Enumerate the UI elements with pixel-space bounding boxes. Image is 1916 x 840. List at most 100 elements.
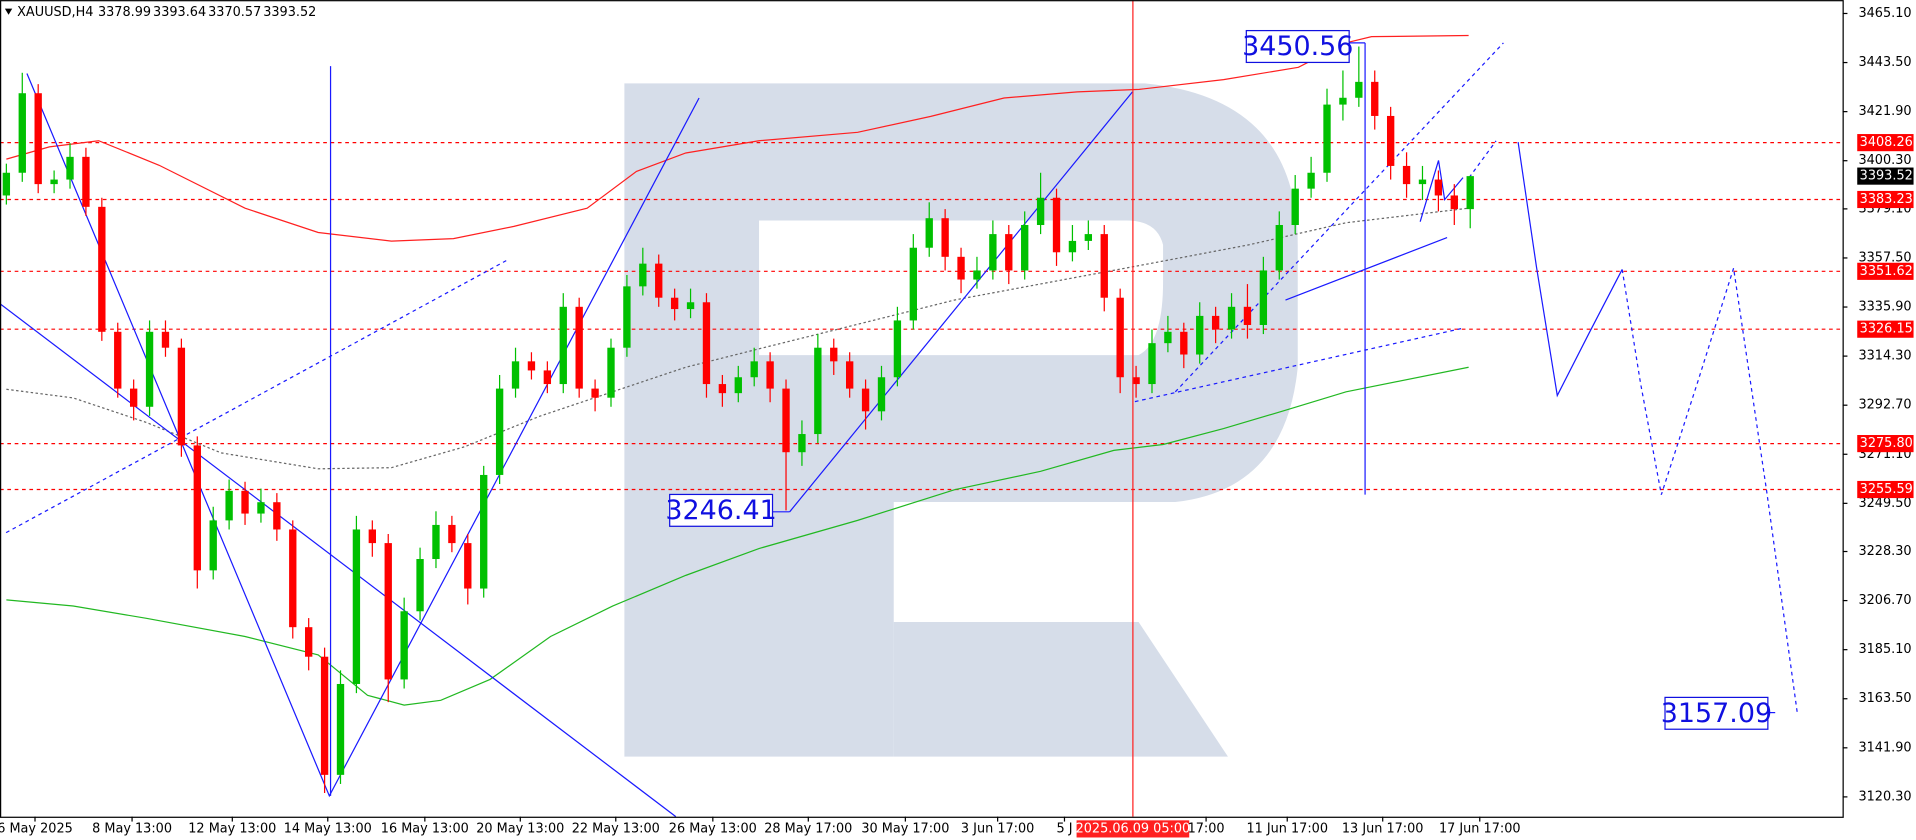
- candles: [2, 46, 1474, 794]
- level-label-bg: [1857, 262, 1914, 280]
- plot-frame: [0, 0, 1844, 818]
- candle-body: [1164, 331, 1172, 344]
- y-tick-label: 3314.30: [1858, 349, 1911, 364]
- candle-body: [830, 347, 838, 362]
- candle-body: [718, 384, 727, 394]
- candle-body: [527, 361, 536, 371]
- level-label: 3326.15: [1860, 322, 1913, 337]
- y-tick-label: 3465.10: [1858, 6, 1911, 21]
- candle-body: [543, 370, 552, 385]
- candle-body: [559, 306, 567, 385]
- x-tick-label: 17 Jun 17:00: [1439, 821, 1521, 836]
- y-tick-label: 3443.50: [1858, 55, 1911, 70]
- candle-body: [495, 388, 504, 475]
- candle-body: [1434, 179, 1443, 196]
- x-tick-label: 22 May 13:00: [572, 821, 660, 836]
- y-tick-label: 3141.90: [1858, 740, 1911, 755]
- candle-body: [941, 218, 949, 257]
- y-tick-label: 3228.30: [1858, 544, 1911, 559]
- candle-body: [1132, 377, 1140, 385]
- x-axis: 6 May 2025 8 May 13:00 12 May 13:00 14 May …: [0, 816, 1521, 838]
- candle-body: [1259, 270, 1268, 325]
- watermark: [624, 83, 1298, 757]
- x-tick-label: 6 May 2025: [0, 821, 73, 836]
- moving-averages: [6, 34, 1469, 706]
- candle-body: [639, 263, 647, 287]
- symbol: XAUUSD,H4: [17, 5, 93, 20]
- candle-body: [1196, 315, 1204, 355]
- candle-body: [734, 377, 742, 394]
- candle-body: [877, 377, 886, 412]
- level-label: 3408.26: [1860, 135, 1913, 150]
- annotation-label: 3450.56: [1242, 31, 1353, 62]
- x-tick-label: 12 May 13:00: [188, 821, 276, 836]
- candle-body: [1371, 81, 1379, 116]
- candle-body: [575, 306, 583, 389]
- candle-body: [129, 388, 138, 407]
- annotation-label: 3157.09: [1661, 698, 1772, 729]
- candle-body: [161, 331, 170, 348]
- candle-body: [209, 520, 217, 571]
- candle-body: [114, 331, 122, 389]
- candle-body: [702, 302, 711, 385]
- candle-body: [289, 529, 297, 628]
- x-tick-label: 5 J: [1056, 821, 1072, 836]
- candle-body: [273, 502, 281, 530]
- candle-body: [464, 543, 472, 589]
- candle-body: [750, 361, 758, 378]
- level-label: 3275.80: [1860, 436, 1913, 451]
- moving-average: [6, 34, 1469, 242]
- candle-body: [18, 93, 26, 173]
- annotation-box: [1664, 696, 1769, 730]
- level-label-bg: [1857, 480, 1914, 499]
- candle-body: [432, 524, 440, 560]
- candle-body: [670, 297, 679, 310]
- candle-body: [1466, 176, 1474, 210]
- current-price-bg: [1857, 167, 1914, 185]
- ohlc-low: 3370.57: [208, 5, 261, 20]
- y-tick-label: 3421.90: [1858, 104, 1911, 119]
- candle-body: [1227, 306, 1236, 330]
- y-tick-label: 3249.50: [1858, 496, 1911, 511]
- candle-body: [50, 179, 58, 185]
- x-tick-label: 3 Jun 17:00: [961, 821, 1034, 836]
- current-price-label: 3393.52: [1860, 169, 1913, 184]
- candle-body: [1084, 234, 1093, 241]
- y-tick-label: 3292.70: [1858, 398, 1911, 413]
- x-tick-label: 14 May 13:00: [284, 821, 372, 836]
- candle-body: [1339, 97, 1347, 105]
- x-tick-label: 17:00: [1188, 821, 1225, 836]
- candle-body: [400, 611, 408, 680]
- y-tick-label: 3206.70: [1858, 593, 1911, 608]
- level-label: 3351.62: [1860, 264, 1913, 279]
- x-tick-label: 26 May 13:00: [669, 821, 757, 836]
- level-label-bg: [1857, 320, 1914, 338]
- moving-average: [6, 366, 1469, 706]
- candle-body: [1450, 195, 1458, 210]
- annotation-label: 3246.41: [665, 495, 776, 526]
- menu-icon: [4, 8, 13, 15]
- candle-body: [1148, 343, 1156, 385]
- candle-body: [1180, 331, 1188, 355]
- candle-body: [1291, 188, 1299, 226]
- x-tick-label: 16 May 13:00: [381, 821, 469, 836]
- candle-body: [1021, 225, 1029, 271]
- y-tick-label: 3400.30: [1858, 153, 1911, 168]
- candle-body: [305, 627, 313, 657]
- y-tick-label: 3120.30: [1858, 789, 1911, 804]
- level-label-bg: [1857, 435, 1914, 453]
- candle-body: [989, 234, 997, 271]
- candle-body: [416, 559, 424, 612]
- y-axis: 3465.103443.503421.903400.303379.103357.…: [1842, 6, 1914, 804]
- annotations: 3450.56 3246.41 3157.09: [665, 29, 1772, 730]
- candle-body: [766, 361, 774, 389]
- candle-body: [225, 490, 233, 521]
- candle-body: [686, 302, 695, 310]
- candle-body: [1005, 234, 1013, 271]
- x-tick-label: 28 May 17:00: [764, 821, 852, 836]
- level-label: 3255.59: [1860, 482, 1913, 497]
- candle-body: [511, 361, 520, 389]
- candle-body: [368, 529, 377, 544]
- x-tick-label: 30 May 17:00: [861, 821, 949, 836]
- levels: [0, 142, 1843, 491]
